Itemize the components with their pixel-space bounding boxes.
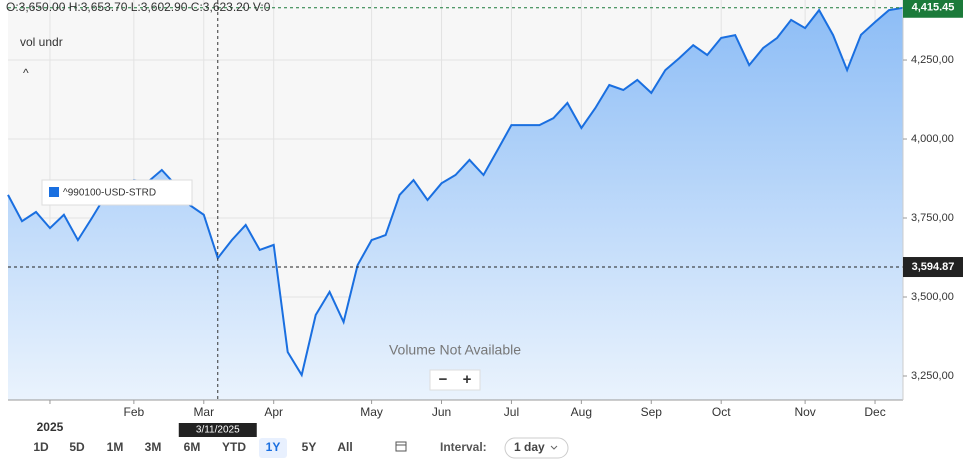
range-button[interactable]: 5D xyxy=(69,440,85,454)
annotation: Volume Not Available xyxy=(389,342,521,358)
area-fill xyxy=(8,7,903,401)
range-button[interactable]: 1Y xyxy=(266,440,281,454)
range-button[interactable]: All xyxy=(337,440,352,454)
price-tag-label: 3,594.87 xyxy=(912,261,955,273)
y-tick-label: 3,500,00 xyxy=(911,291,954,303)
collapse[interactable]: ^ xyxy=(23,66,29,80)
crosshair-label: 3/11/2025 xyxy=(196,425,240,436)
x-tick-label: Nov xyxy=(794,405,815,419)
interval-dropdown[interactable] xyxy=(504,437,569,459)
x-tick-label: Apr xyxy=(264,405,283,419)
range-button[interactable]: 1M xyxy=(107,440,124,454)
price-tag xyxy=(903,257,963,278)
x-tick-label: Aug xyxy=(571,405,592,419)
x-tick-label: Feb xyxy=(124,405,145,419)
range-button[interactable]: 6M xyxy=(184,440,201,454)
calendar-icon[interactable] xyxy=(395,441,407,452)
x-tick-label: 2025 xyxy=(37,420,64,434)
x-tick-label: Dec xyxy=(864,405,885,419)
x-tick-label: Jul xyxy=(504,405,519,419)
y-tick-label: 3,250,00 xyxy=(911,370,954,382)
zoom-box xyxy=(429,369,481,391)
interval-value: 1 day xyxy=(514,440,545,454)
range-button[interactable]: 5Y xyxy=(302,440,317,454)
zoom-out[interactable]: − xyxy=(439,371,448,388)
price-tag-label: 4,415.45 xyxy=(912,2,955,14)
range-button[interactable]: 1D xyxy=(33,440,49,454)
interval-label: Interval: xyxy=(440,440,487,454)
calendar-body xyxy=(395,441,407,452)
legend-swatch xyxy=(49,187,59,197)
ohlc: O:3,650.00 H:3,653.70 L:3,602.90 C:3,623… xyxy=(6,0,271,14)
y-tick-label: 4,000,00 xyxy=(911,133,954,145)
legend-label: ^990100-USD-STRD xyxy=(63,188,156,199)
x-tick-label: May xyxy=(360,405,383,419)
range-button[interactable]: YTD xyxy=(222,440,246,454)
dropdown-caret xyxy=(550,445,558,450)
price-line xyxy=(7,6,904,378)
crosshair-tag xyxy=(178,423,257,437)
legend xyxy=(41,179,193,206)
zoom-in[interactable]: + xyxy=(463,371,472,388)
x-tick-label: Mar xyxy=(193,405,214,419)
y-tick-label: 3,750,00 xyxy=(911,212,954,224)
range-active xyxy=(259,438,287,458)
range-button[interactable]: 3M xyxy=(145,440,162,454)
x-tick-label: Jun xyxy=(432,405,451,419)
y-tick-label: 4,250,00 xyxy=(911,54,954,66)
x-tick-label: Sep xyxy=(641,405,663,419)
study-label: vol undr xyxy=(20,35,63,49)
x-tick-label: Oct xyxy=(712,405,731,419)
price-tag xyxy=(903,0,963,18)
